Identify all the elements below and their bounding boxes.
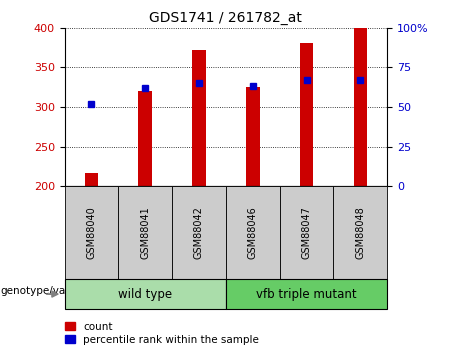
Text: vfb triple mutant: vfb triple mutant [256,288,357,300]
Text: GSM88046: GSM88046 [248,207,258,259]
Text: GSM88042: GSM88042 [194,206,204,259]
Text: GSM88048: GSM88048 [355,207,366,259]
Text: GSM88040: GSM88040 [86,207,96,259]
Bar [300,43,313,186]
Text: genotype/variation: genotype/variation [0,286,100,296]
Bar [246,87,260,186]
Bar [192,50,206,186]
Text: wild type: wild type [118,288,172,300]
Bar [85,173,98,186]
Text: GSM88047: GSM88047 [301,206,312,259]
Bar [138,91,152,186]
Bar [354,28,367,186]
Title: GDS1741 / 261782_at: GDS1741 / 261782_at [149,11,302,25]
Legend: count, percentile rank within the sample: count, percentile rank within the sample [60,317,264,345]
Text: GSM88041: GSM88041 [140,207,150,259]
